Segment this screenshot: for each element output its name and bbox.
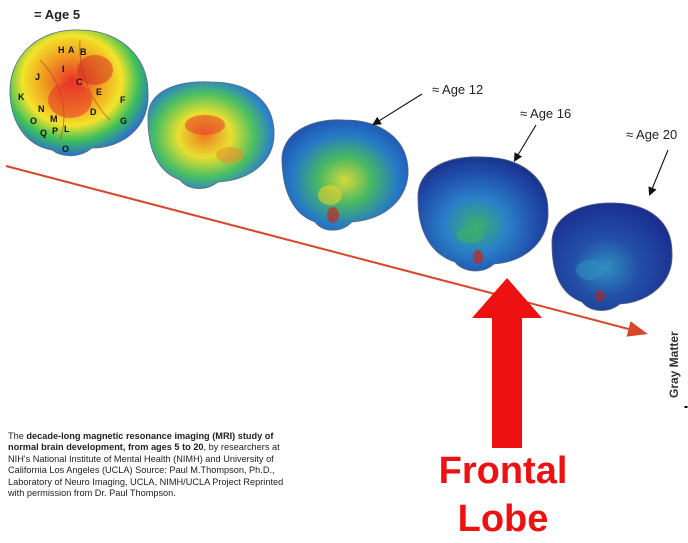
svg-text:C: C: [76, 77, 83, 87]
age-5-label: = Age 5: [34, 7, 81, 22]
svg-text:E: E: [96, 87, 102, 97]
frontal-lobe-arrow: [472, 278, 542, 448]
age-20-pointer: [648, 149, 669, 197]
svg-text:A: A: [68, 45, 75, 55]
svg-text:H: H: [58, 45, 65, 55]
age-16-pointer: [513, 124, 537, 162]
svg-text:N: N: [38, 104, 45, 114]
svg-text:O: O: [62, 144, 69, 154]
callout-line-1: Frontal: [438, 450, 568, 492]
development-trend-arrow: [5, 165, 648, 337]
svg-text:B: B: [80, 47, 87, 57]
age-16-label: ≈ Age 16: [520, 106, 572, 121]
svg-text:G: G: [120, 116, 127, 126]
brain-age-16: [417, 156, 549, 272]
brain-age-5: [9, 29, 149, 157]
study-caption: The decade-long magnetic resonance imagi…: [8, 431, 298, 499]
caption-rest: , by researchers at NIH's National Insti…: [8, 442, 284, 499]
svg-text:M: M: [50, 114, 58, 124]
svg-text:J: J: [35, 72, 40, 82]
svg-text:F: F: [120, 95, 126, 105]
age-12-pointer: [372, 93, 423, 126]
caption-lead: The: [8, 431, 27, 441]
svg-text:P: P: [52, 126, 58, 136]
age-12-label: ≈ Age 12: [432, 82, 484, 97]
gray-matter-label-box: Gray Matter: [663, 318, 688, 406]
frontal-lobe-callout: Frontal Lobe: [423, 447, 583, 543]
svg-text:L: L: [64, 124, 70, 134]
caption-bold: decade-long magnetic resonance imaging (…: [8, 431, 274, 453]
age-20-label: ≈ Age 20: [626, 127, 678, 142]
brain-age-8: [147, 81, 275, 189]
brain-age-20: [551, 202, 673, 311]
svg-text:Q: Q: [40, 128, 47, 138]
svg-text:D: D: [90, 107, 97, 117]
svg-text:O: O: [30, 116, 37, 126]
svg-text:K: K: [18, 92, 25, 102]
callout-line-2: Lobe: [457, 498, 549, 540]
gray-matter-label: Gray Matter: [667, 331, 681, 398]
brain-age-12: [281, 119, 409, 231]
svg-text:I: I: [62, 64, 65, 74]
